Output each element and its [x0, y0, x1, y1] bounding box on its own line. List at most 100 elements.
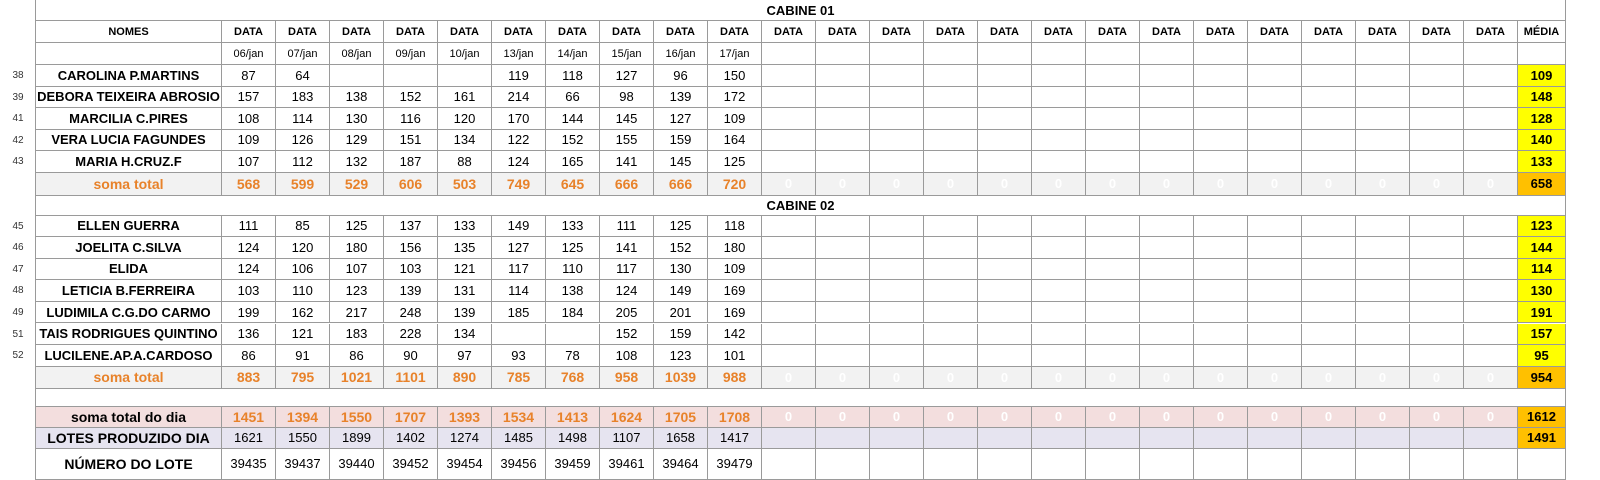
table-cell[interactable]	[870, 151, 924, 173]
table-cell[interactable]: 150	[708, 65, 762, 87]
table-cell[interactable]	[762, 280, 816, 302]
lots-produced-value[interactable]	[924, 427, 978, 449]
table-cell[interactable]	[1464, 129, 1518, 151]
media-cell[interactable]: 130	[1518, 280, 1566, 302]
table-cell[interactable]: 125	[546, 237, 600, 259]
table-cell[interactable]	[1140, 129, 1194, 151]
table-cell[interactable]	[1302, 237, 1356, 259]
table-cell[interactable]	[816, 215, 870, 238]
table-cell[interactable]: 125	[654, 215, 708, 238]
table-cell[interactable]: 96	[654, 65, 708, 87]
table-cell[interactable]	[1356, 151, 1410, 173]
lot-number-value[interactable]: 39435	[222, 448, 276, 480]
table-cell[interactable]	[870, 129, 924, 151]
table-cell[interactable]: 141	[600, 237, 654, 259]
lot-number-value[interactable]	[1032, 448, 1086, 480]
table-cell[interactable]	[1410, 151, 1464, 173]
table-cell[interactable]: 169	[708, 280, 762, 302]
table-cell[interactable]: 116	[384, 108, 438, 130]
table-cell[interactable]: 107	[330, 258, 384, 281]
table-cell[interactable]	[978, 345, 1032, 367]
table-cell[interactable]	[924, 215, 978, 238]
table-cell[interactable]	[384, 65, 438, 87]
table-cell[interactable]: 127	[492, 237, 546, 259]
table-cell[interactable]: 149	[492, 215, 546, 238]
table-cell[interactable]	[438, 65, 492, 87]
table-cell[interactable]	[1410, 345, 1464, 367]
table-cell[interactable]	[1302, 151, 1356, 173]
table-cell[interactable]	[1248, 215, 1302, 238]
table-cell[interactable]	[978, 151, 1032, 173]
table-cell[interactable]: 121	[438, 258, 492, 281]
table-cell[interactable]	[1032, 151, 1086, 173]
table-cell[interactable]	[1248, 129, 1302, 151]
table-cell[interactable]: 86	[222, 345, 276, 367]
table-cell[interactable]	[978, 65, 1032, 87]
employee-name[interactable]: VERA LUCIA FAGUNDES	[36, 129, 222, 151]
lot-number-value[interactable]	[1086, 448, 1140, 480]
lot-number-value[interactable]	[1302, 448, 1356, 480]
table-cell[interactable]	[762, 301, 816, 324]
lot-number-value[interactable]: 39461	[600, 448, 654, 480]
lot-number-value[interactable]	[816, 448, 870, 480]
table-cell[interactable]: 110	[546, 258, 600, 281]
table-cell[interactable]: 201	[654, 301, 708, 324]
table-cell[interactable]: 109	[708, 108, 762, 130]
table-cell[interactable]: 151	[384, 129, 438, 151]
table-cell[interactable]	[1464, 323, 1518, 346]
lot-number-value[interactable]: 39440	[330, 448, 384, 480]
table-cell[interactable]	[1140, 108, 1194, 130]
table-cell[interactable]: 112	[276, 151, 330, 173]
table-cell[interactable]	[1086, 108, 1140, 130]
lot-number-value[interactable]	[978, 448, 1032, 480]
table-cell[interactable]	[1248, 86, 1302, 108]
table-cell[interactable]	[1464, 301, 1518, 324]
lot-number-value[interactable]	[1464, 448, 1518, 480]
table-cell[interactable]: 123	[330, 280, 384, 302]
lots-produced-value[interactable]: 1658	[654, 427, 708, 449]
lots-produced-value[interactable]: 1621	[222, 427, 276, 449]
table-cell[interactable]	[1194, 86, 1248, 108]
lots-produced-value[interactable]: 1274	[438, 427, 492, 449]
table-cell[interactable]: 93	[492, 345, 546, 367]
table-cell[interactable]: 134	[438, 323, 492, 346]
table-cell[interactable]	[1194, 323, 1248, 346]
table-cell[interactable]: 169	[708, 301, 762, 324]
table-cell[interactable]: 141	[600, 151, 654, 173]
table-cell[interactable]: 199	[222, 301, 276, 324]
table-cell[interactable]: 124	[222, 237, 276, 259]
employee-name[interactable]: ELIDA	[36, 258, 222, 281]
lots-produced-value[interactable]	[1302, 427, 1356, 449]
table-cell[interactable]	[1032, 301, 1086, 324]
table-cell[interactable]: 108	[222, 108, 276, 130]
employee-name[interactable]: MARIA H.CRUZ.F	[36, 151, 222, 173]
media-cell[interactable]: 157	[1518, 323, 1566, 346]
table-cell[interactable]	[1302, 323, 1356, 346]
lots-produced-value[interactable]: 1498	[546, 427, 600, 449]
lot-number-value[interactable]: 39452	[384, 448, 438, 480]
table-cell[interactable]	[1194, 237, 1248, 259]
table-cell[interactable]	[1302, 258, 1356, 281]
table-cell[interactable]: 136	[222, 323, 276, 346]
lot-number-value[interactable]	[1140, 448, 1194, 480]
table-cell[interactable]	[762, 215, 816, 238]
table-cell[interactable]: 109	[222, 129, 276, 151]
table-cell[interactable]	[870, 237, 924, 259]
table-cell[interactable]: 107	[222, 151, 276, 173]
table-cell[interactable]	[1248, 108, 1302, 130]
table-cell[interactable]	[1140, 301, 1194, 324]
table-cell[interactable]	[924, 280, 978, 302]
lots-produced-value[interactable]: 1417	[708, 427, 762, 449]
table-cell[interactable]: 144	[546, 108, 600, 130]
table-cell[interactable]: 180	[330, 237, 384, 259]
media-cell[interactable]: 95	[1518, 345, 1566, 367]
table-cell[interactable]	[816, 151, 870, 173]
table-cell[interactable]: 145	[654, 151, 708, 173]
table-cell[interactable]: 156	[384, 237, 438, 259]
table-cell[interactable]: 109	[708, 258, 762, 281]
table-cell[interactable]	[816, 86, 870, 108]
table-cell[interactable]	[1194, 345, 1248, 367]
table-cell[interactable]	[1464, 65, 1518, 87]
table-cell[interactable]	[546, 323, 600, 346]
table-cell[interactable]	[762, 86, 816, 108]
